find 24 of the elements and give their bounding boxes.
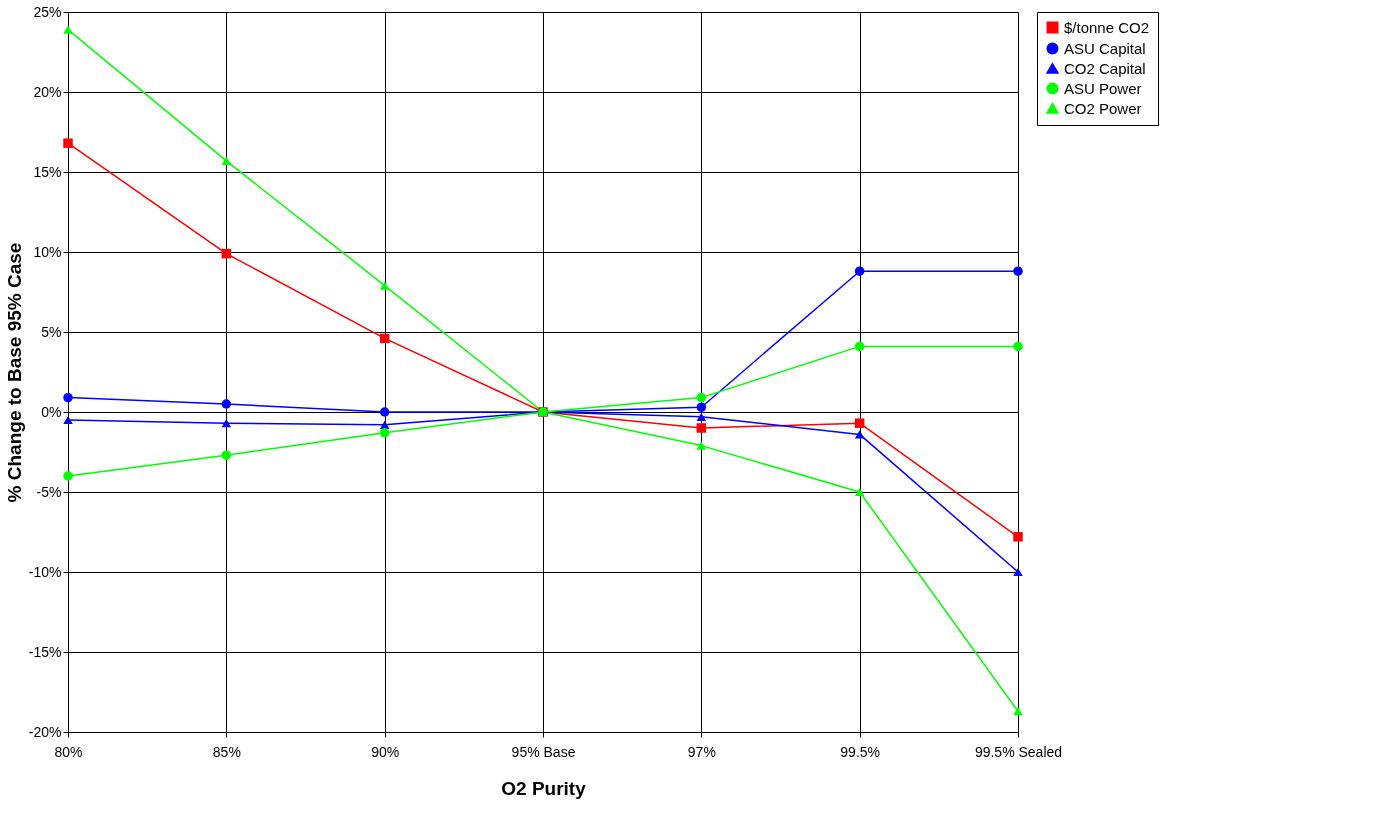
- y-tick-label: 5%: [41, 323, 62, 340]
- y-tick-label: 15%: [33, 163, 62, 180]
- y-tick-label: -15%: [28, 643, 62, 660]
- x-axis-title: O2 Purity: [501, 777, 587, 799]
- legend-label: ASU Power: [1064, 79, 1142, 97]
- legend-label: ASU Capital: [1064, 39, 1146, 57]
- legend-label: CO2 Power: [1064, 99, 1142, 117]
- legend-label: $/tonne CO2: [1064, 18, 1150, 36]
- y-tick-label: -20%: [28, 723, 62, 740]
- x-tick-label: 80%: [54, 743, 83, 760]
- y-tick-label: 25%: [33, 3, 62, 20]
- y-axis-title: % Change to Base 95% Case: [3, 242, 25, 503]
- x-tick-label: 85%: [212, 743, 241, 760]
- y-tick-label: 0%: [41, 403, 62, 420]
- x-tick-label: 99.5%: [840, 743, 881, 760]
- x-tick-label: 95% Base: [511, 743, 576, 760]
- legend-label: CO2 Capital: [1064, 59, 1146, 77]
- x-tick-label: 90%: [371, 743, 400, 760]
- x-tick-label: 97%: [687, 743, 716, 760]
- y-tick-label: 10%: [33, 243, 62, 260]
- x-tick-label: 99.5% Sealed: [974, 743, 1063, 760]
- y-tick-label: 20%: [33, 83, 62, 100]
- y-tick-label: -5%: [36, 483, 62, 500]
- y-tick-label: -10%: [28, 563, 62, 580]
